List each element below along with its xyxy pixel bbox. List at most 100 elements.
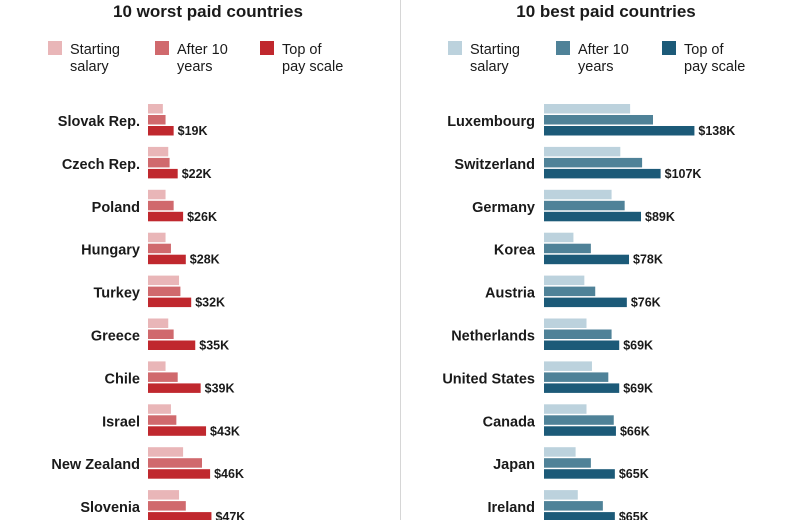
worst-bar bbox=[148, 115, 166, 125]
best-bar bbox=[544, 168, 661, 179]
worst-legend-label-3: Top of pay scale bbox=[282, 42, 343, 75]
best-legend-label-3: Top of pay scale bbox=[684, 42, 745, 75]
best-bar bbox=[544, 157, 643, 168]
best-data-label: $89K bbox=[645, 210, 675, 224]
worst-bar bbox=[148, 232, 166, 243]
best-category-label: Luxembourg bbox=[447, 114, 535, 130]
best-bar bbox=[544, 501, 603, 511]
worst-bar bbox=[148, 361, 166, 371]
worst-bar bbox=[148, 200, 174, 211]
best-legend-label-1: Starting salary bbox=[470, 42, 520, 75]
worst-bar bbox=[148, 126, 174, 136]
worst-bar bbox=[148, 458, 202, 468]
worst-legend-label-2: After 10 years bbox=[177, 42, 228, 75]
worst-bar bbox=[148, 146, 169, 157]
worst-bar bbox=[148, 404, 171, 414]
worst-bar bbox=[148, 297, 192, 308]
worst-data-label: $46K bbox=[214, 467, 244, 481]
worst-data-label: $32K bbox=[195, 296, 225, 310]
best-bar bbox=[544, 189, 612, 200]
best-bar bbox=[544, 490, 578, 500]
worst-legend-swatch-2 bbox=[155, 41, 169, 55]
worst-bar bbox=[148, 189, 166, 200]
worst-bar bbox=[148, 447, 184, 457]
best-bar bbox=[544, 200, 625, 211]
best-bar bbox=[544, 243, 591, 254]
worst-category-label: Slovenia bbox=[80, 500, 141, 516]
worst-category-label: Israel bbox=[102, 414, 140, 430]
worst-bar bbox=[148, 469, 211, 479]
worst-data-label: $28K bbox=[190, 253, 220, 267]
worst-data-label: $35K bbox=[199, 339, 229, 353]
best-bar bbox=[544, 146, 621, 157]
best-bar bbox=[544, 329, 612, 339]
worst-bar bbox=[148, 340, 196, 350]
worst-data-label: $22K bbox=[182, 167, 212, 181]
best-category-label: Germany bbox=[472, 200, 535, 216]
best-bar bbox=[544, 126, 695, 136]
best-bar bbox=[544, 415, 614, 425]
best-legend-swatch-1 bbox=[448, 41, 462, 55]
best-bar bbox=[544, 512, 615, 522]
worst-data-label: $39K bbox=[205, 381, 235, 395]
worst-bar bbox=[148, 512, 212, 522]
worst-bar bbox=[148, 243, 171, 254]
worst-legend-swatch-1 bbox=[48, 41, 62, 55]
worst-bar bbox=[148, 372, 178, 382]
best-category-label: Korea bbox=[494, 243, 536, 259]
best-legend-swatch-3 bbox=[662, 41, 676, 55]
worst-bar bbox=[148, 157, 170, 168]
worst-category-label: New Zealand bbox=[51, 457, 140, 473]
best-category-label: Canada bbox=[483, 414, 536, 430]
worst-bar bbox=[148, 275, 180, 286]
best-category-label: Netherlands bbox=[451, 329, 535, 345]
worst-bar bbox=[148, 254, 186, 265]
best-data-label: $107K bbox=[665, 167, 702, 181]
worst-chart-title: 10 worst paid countries bbox=[113, 2, 303, 21]
worst-data-label: $43K bbox=[210, 424, 240, 438]
best-legend-swatch-2 bbox=[556, 41, 570, 55]
worst-bar bbox=[148, 501, 186, 511]
best-data-label: $78K bbox=[633, 253, 663, 267]
best-bar bbox=[544, 458, 591, 468]
worst-bar bbox=[148, 318, 169, 328]
best-bar bbox=[544, 404, 587, 414]
worst-category-label: Poland bbox=[92, 200, 140, 216]
best-bar bbox=[544, 211, 642, 222]
best-bar bbox=[544, 254, 630, 265]
best-bar bbox=[544, 383, 620, 393]
best-data-label: $138K bbox=[698, 124, 735, 138]
worst-bar bbox=[148, 286, 181, 297]
worst-category-label: Greece bbox=[91, 329, 140, 345]
best-legend-label-2: After 10 years bbox=[578, 42, 629, 75]
best-data-label: $69K bbox=[623, 381, 653, 395]
best-bar bbox=[544, 447, 576, 457]
best-category-label: Ireland bbox=[487, 500, 535, 516]
worst-bar bbox=[148, 211, 184, 222]
panel-divider bbox=[400, 0, 401, 520]
best-data-label: $65K bbox=[619, 510, 649, 520]
worst-bar bbox=[148, 329, 174, 339]
worst-category-label: Turkey bbox=[94, 286, 140, 302]
worst-data-label: $26K bbox=[187, 210, 217, 224]
worst-data-label: $19K bbox=[178, 124, 208, 138]
best-bar bbox=[544, 297, 627, 308]
best-data-label: $65K bbox=[619, 467, 649, 481]
best-category-label: Austria bbox=[485, 286, 536, 302]
worst-bar bbox=[148, 383, 201, 393]
worst-category-label: Chile bbox=[105, 371, 140, 387]
best-category-label: Switzerland bbox=[454, 157, 535, 173]
best-category-label: Japan bbox=[493, 457, 535, 473]
best-bar bbox=[544, 286, 596, 297]
best-chart-title: 10 best paid countries bbox=[516, 2, 696, 21]
worst-bar bbox=[148, 426, 207, 436]
best-data-label: $69K bbox=[623, 339, 653, 353]
worst-bar bbox=[148, 168, 178, 179]
worst-bar bbox=[148, 490, 180, 500]
best-bar bbox=[544, 318, 587, 328]
best-bar bbox=[544, 232, 574, 243]
worst-category-label: Hungary bbox=[81, 243, 140, 259]
best-data-label: $76K bbox=[631, 296, 661, 310]
best-data-label: $66K bbox=[620, 424, 650, 438]
